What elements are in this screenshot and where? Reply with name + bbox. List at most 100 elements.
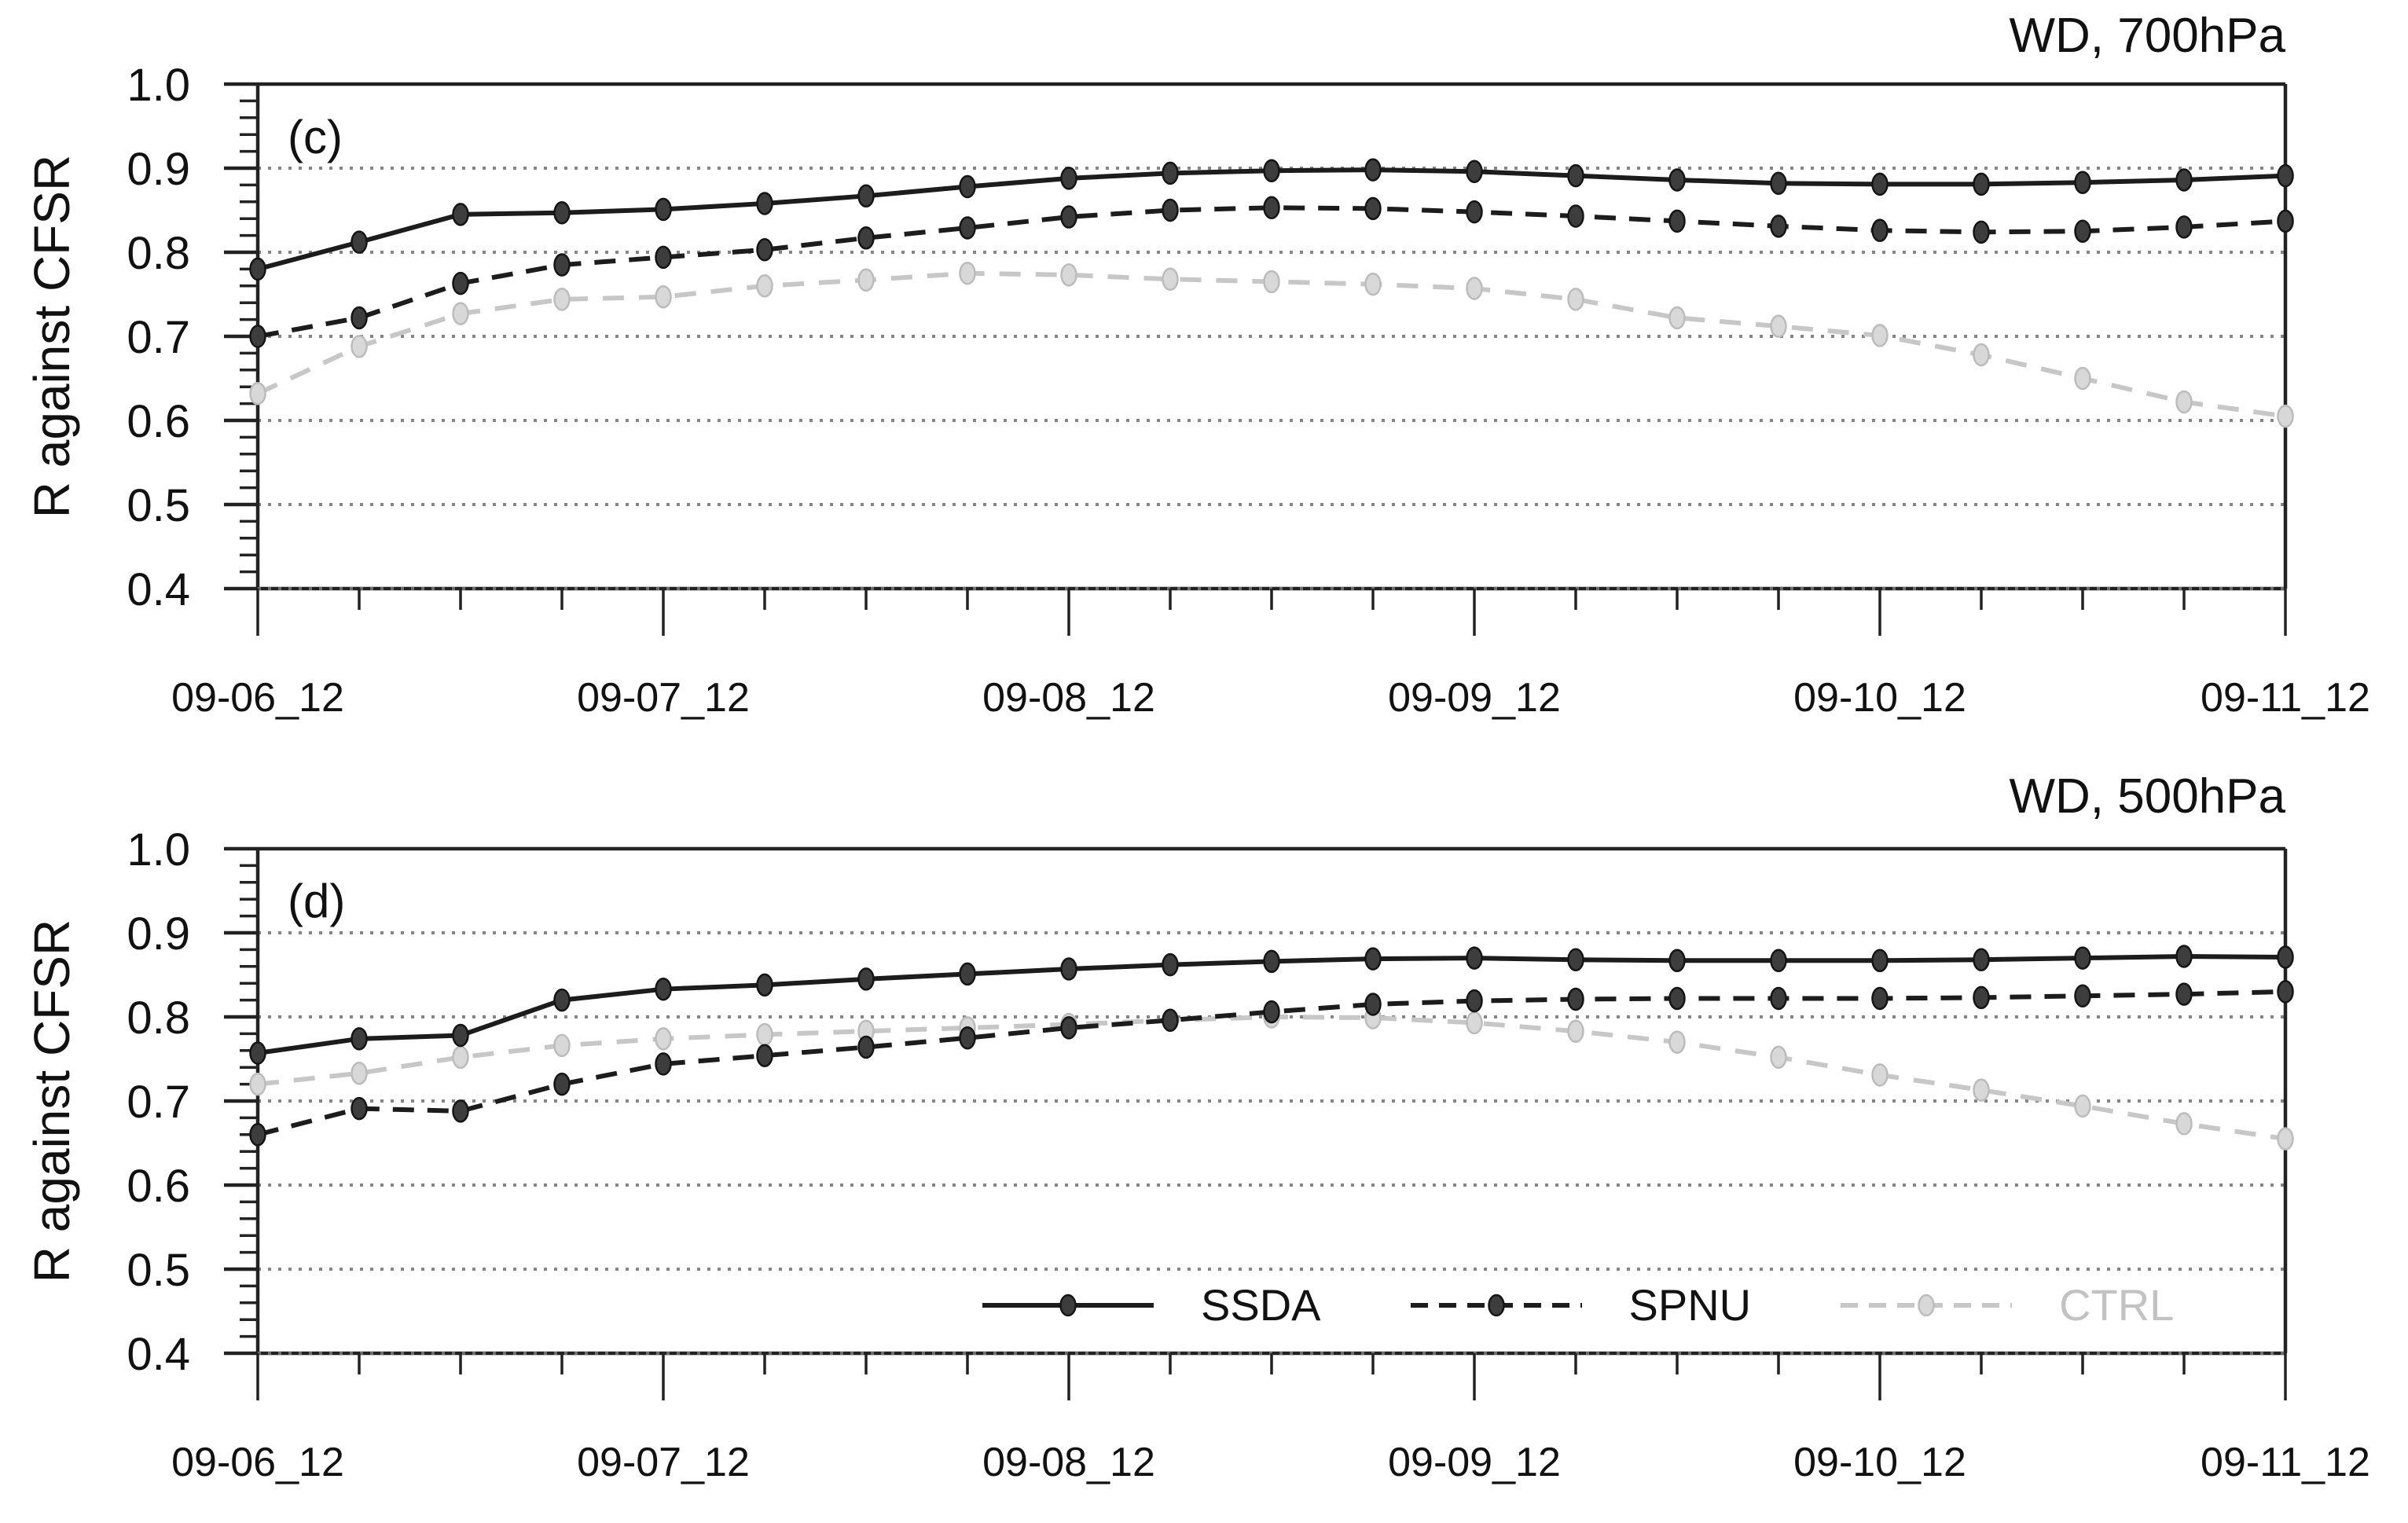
data-point-ssda xyxy=(1060,167,1077,190)
data-point-ssda xyxy=(1973,948,1990,971)
data-point-ssda xyxy=(2175,168,2193,192)
data-point-ssda xyxy=(2277,163,2294,188)
panel-c: 1.0 0.9 0.8 0.7 0.6 0.5 0.4 09-06_12 09-07_12 09-… xyxy=(127,60,2370,721)
y-tick-label: 0.9 xyxy=(127,908,190,960)
x-tick-label: 09-08_12 xyxy=(982,675,1155,721)
data-point-ssda xyxy=(959,174,976,199)
data-point-ssda xyxy=(655,197,672,222)
data-point-ssda xyxy=(1466,160,1483,184)
data-point-ssda xyxy=(2074,946,2091,970)
data-point-ctrl xyxy=(756,274,773,298)
data-point-spnu xyxy=(2074,984,2091,1007)
data-point-ssda xyxy=(2277,945,2294,969)
data-point-spnu xyxy=(1973,220,1990,244)
data-point-ctrl xyxy=(1466,1011,1483,1035)
data-point-spnu xyxy=(1162,198,1179,222)
panel-c-letter: (c) xyxy=(288,111,343,163)
y-tick-label: 1.0 xyxy=(127,824,190,875)
legend-sample-line-ctrl xyxy=(1841,1294,2013,1316)
data-point-spnu xyxy=(1871,218,1889,242)
data-point-spnu xyxy=(1263,1000,1280,1024)
data-point-ctrl xyxy=(756,1022,773,1047)
data-point-ssda xyxy=(553,988,571,1012)
data-point-ctrl xyxy=(2175,1112,2193,1136)
data-point-ssda xyxy=(756,973,773,997)
panel-d-title: WD, 500hPa xyxy=(2009,769,2285,824)
data-point-ssda xyxy=(1668,168,1686,192)
data-point-ssda xyxy=(1162,952,1179,977)
data-point-spnu xyxy=(1668,986,1686,1011)
data-point-ssda xyxy=(351,230,368,254)
data-point-ssda xyxy=(1364,158,1382,182)
data-point-ctrl xyxy=(655,1027,672,1051)
data-point-spnu xyxy=(2277,980,2294,1004)
data-point-ctrl xyxy=(351,335,368,358)
data-point-ssda xyxy=(553,200,571,225)
y-tick-label: 0.8 xyxy=(127,993,190,1044)
data-point-ssda xyxy=(2175,945,2193,968)
data-point-ssda xyxy=(1567,163,1584,188)
data-point-ctrl xyxy=(857,268,875,292)
data-point-spnu xyxy=(959,1026,976,1050)
legend-sample-line-spnu xyxy=(1410,1294,1582,1316)
legend-item-spnu: SPNU xyxy=(1409,1279,1751,1330)
x-tick-label: 09-08_12 xyxy=(982,1440,1155,1485)
data-point-spnu xyxy=(351,306,368,330)
data-point-ssda xyxy=(249,257,266,281)
data-point-ssda xyxy=(1770,171,1787,196)
data-point-ctrl xyxy=(1871,324,1889,347)
data-point-spnu xyxy=(1466,200,1483,224)
data-point-spnu xyxy=(655,245,672,270)
x-tick-label: 09-07_12 xyxy=(577,1440,750,1485)
data-point-spnu xyxy=(756,1044,773,1067)
data-point-spnu xyxy=(452,271,469,295)
legend-item-ctrl: CTRL xyxy=(1839,1279,2174,1330)
data-point-ctrl xyxy=(1973,1078,1990,1102)
data-point-spnu xyxy=(452,1099,469,1123)
series-line-spnu xyxy=(257,205,2286,339)
data-point-spnu xyxy=(1973,985,1990,1010)
panel-d-letter: (d) xyxy=(288,875,346,927)
data-point-ssda xyxy=(249,1041,266,1065)
data-point-spnu xyxy=(1567,204,1584,228)
data-point-spnu xyxy=(2175,982,2193,1006)
data-point-spnu xyxy=(1263,196,1280,220)
data-point-spnu xyxy=(249,1123,266,1147)
data-point-ctrl xyxy=(1770,314,1787,338)
y-tick-label: 1.0 xyxy=(127,60,190,111)
data-point-ctrl xyxy=(1466,277,1483,300)
x-tick-label: 09-10_12 xyxy=(1793,1440,1966,1485)
data-point-ssda xyxy=(1567,948,1584,971)
y-tick-label: 0.6 xyxy=(127,1161,190,1212)
y-tick-label: 0.7 xyxy=(127,1077,190,1128)
data-point-ssda xyxy=(1364,947,1382,971)
data-point-spnu xyxy=(553,253,571,277)
legend-label-ssda: SSDA xyxy=(1201,1280,1321,1330)
y-tick-label: 0.9 xyxy=(127,144,190,195)
data-point-ctrl xyxy=(553,1033,571,1058)
data-point-ctrl xyxy=(1364,272,1382,296)
data-point-ssda xyxy=(1871,949,1889,973)
data-point-ssda xyxy=(1060,957,1077,981)
legend-sample-line-ssda xyxy=(982,1294,1154,1316)
x-tick-label: 09-06_12 xyxy=(171,1440,344,1485)
data-point-ctrl xyxy=(655,284,672,309)
y-tick-label: 0.7 xyxy=(127,312,190,363)
data-point-ctrl xyxy=(452,1045,469,1070)
data-point-spnu xyxy=(1567,987,1584,1011)
y-tick-label: 0.8 xyxy=(127,228,190,279)
panel-c-title: WD, 700hPa xyxy=(2009,9,2285,63)
data-point-spnu xyxy=(1060,205,1077,229)
y-tick-label: 0.5 xyxy=(127,480,190,531)
data-point-ctrl xyxy=(1567,288,1584,311)
data-point-spnu xyxy=(351,1096,368,1121)
data-point-ctrl xyxy=(2074,1094,2091,1118)
data-point-ssda xyxy=(351,1027,368,1051)
data-point-ctrl xyxy=(1060,263,1077,287)
legend-item-ssda: SSDA xyxy=(981,1279,1321,1330)
panel-d-y-axis-label: R against CFSR xyxy=(24,919,80,1283)
data-point-ssda xyxy=(1770,949,1787,973)
data-point-spnu xyxy=(553,1072,571,1096)
data-point-ctrl xyxy=(553,288,571,311)
